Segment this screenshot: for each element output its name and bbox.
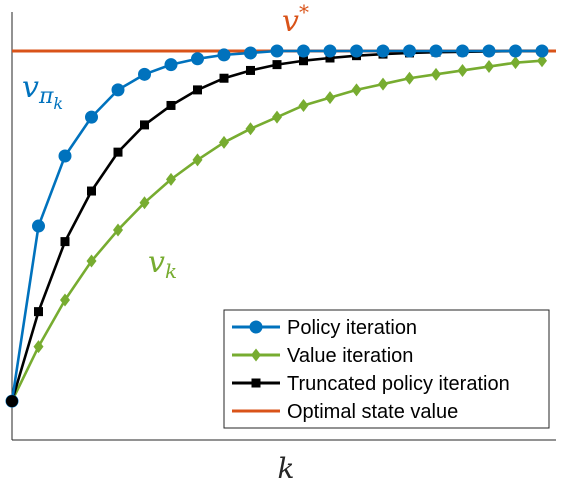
data-point-truncated-policy-iteration <box>87 186 96 196</box>
legend-item-optimal-state-value: Optimal state value <box>232 401 458 423</box>
data-point-value-iteration <box>351 83 362 97</box>
legend-label-truncated-policy-iteration: Truncated policy iteration <box>287 373 510 395</box>
series-layer <box>5 44 556 408</box>
legend-item-truncated-policy-iteration: Truncated policy iteration <box>232 373 510 395</box>
data-point-truncated-policy-iteration <box>325 53 335 63</box>
series-policy-iteration <box>5 44 549 408</box>
vpik-sub: π <box>38 84 54 109</box>
data-point-truncated-policy-iteration <box>193 85 202 95</box>
data-point-value-iteration <box>272 110 282 124</box>
data-point-policy-iteration <box>191 52 204 66</box>
data-point-truncated-policy-iteration <box>140 120 149 130</box>
legend-box <box>223 309 550 429</box>
data-point-policy-iteration <box>297 44 310 58</box>
data-point-value-iteration <box>325 91 335 105</box>
data-point-value-iteration <box>139 196 150 210</box>
data-point-value-iteration <box>245 122 256 136</box>
data-point-policy-iteration <box>429 44 443 58</box>
data-point-value-iteration <box>298 98 309 112</box>
data-point-policy-iteration <box>350 44 363 58</box>
data-point-value-iteration <box>431 67 441 81</box>
data-point-policy-iteration <box>85 110 98 124</box>
data-point-policy-iteration <box>456 44 469 58</box>
vk-base: v <box>148 245 165 280</box>
vpik-base: v <box>22 70 39 105</box>
annotations: v* vπk vk <box>22 0 309 283</box>
vstar-annotation: v* <box>282 0 309 39</box>
legend-label-optimal-state-value: Optimal state value <box>287 401 458 423</box>
vstar-sup: * <box>299 0 309 24</box>
vk-annotation: vk <box>148 245 177 283</box>
data-point-truncated-policy-iteration <box>60 237 70 247</box>
data-point-policy-iteration <box>482 44 496 58</box>
data-point-policy-iteration <box>270 44 284 58</box>
data-point-truncated-policy-iteration <box>272 60 282 70</box>
data-point-policy-iteration <box>217 48 231 62</box>
legend-item-value-iteration: Value iteration <box>232 345 413 367</box>
data-point-truncated-policy-iteration <box>219 73 229 83</box>
data-point-value-iteration <box>537 54 547 68</box>
data-point-value-iteration <box>510 56 521 70</box>
data-point-value-iteration <box>86 254 97 268</box>
start-point-marker <box>6 395 18 408</box>
data-point-truncated-policy-iteration <box>246 65 255 75</box>
data-point-value-iteration <box>166 172 176 186</box>
data-point-value-iteration <box>378 77 388 91</box>
axes <box>11 12 556 441</box>
data-point-value-iteration <box>192 153 203 167</box>
data-point-policy-iteration <box>535 44 549 58</box>
data-point-value-iteration <box>219 135 229 149</box>
data-point-policy-iteration <box>376 44 390 58</box>
data-point-truncated-policy-iteration <box>34 307 43 317</box>
data-point-value-iteration <box>404 71 415 85</box>
legend-marker-policy-iteration <box>249 320 263 334</box>
data-point-policy-iteration <box>138 67 151 81</box>
legend-label-value-iteration: Value iteration <box>287 345 413 367</box>
data-point-policy-iteration <box>403 44 416 58</box>
data-point-policy-iteration <box>111 83 125 97</box>
data-point-policy-iteration <box>244 46 257 60</box>
data-point-policy-iteration <box>323 44 337 58</box>
x-axis-label: k <box>278 452 295 480</box>
data-point-policy-iteration <box>58 149 72 163</box>
vk-sub: k <box>165 259 177 283</box>
data-point-policy-iteration <box>509 44 522 58</box>
legend-marker-value-iteration <box>251 348 261 362</box>
data-point-value-iteration <box>457 63 468 77</box>
data-point-value-iteration <box>484 60 494 74</box>
legend: Policy iteration Value iteration Truncated… <box>223 309 550 429</box>
data-point-policy-iteration <box>164 58 178 72</box>
legend-item-policy-iteration: Policy iteration <box>232 317 417 339</box>
vpik-subsub: k <box>53 94 63 113</box>
vstar-base: v <box>282 4 299 39</box>
legend-items: Policy iteration Value iteration Truncated… <box>232 317 510 423</box>
vpik-annotation: vπk <box>22 70 63 113</box>
data-point-policy-iteration <box>32 219 45 233</box>
data-point-value-iteration <box>113 223 123 237</box>
data-point-value-iteration <box>60 293 70 307</box>
data-point-value-iteration <box>33 340 44 354</box>
data-point-truncated-policy-iteration <box>113 147 123 157</box>
data-point-truncated-policy-iteration <box>166 100 176 110</box>
data-point-truncated-policy-iteration <box>299 56 308 66</box>
legend-marker-truncated-policy-iteration <box>251 378 261 388</box>
legend-label-policy-iteration: Policy iteration <box>287 317 417 339</box>
